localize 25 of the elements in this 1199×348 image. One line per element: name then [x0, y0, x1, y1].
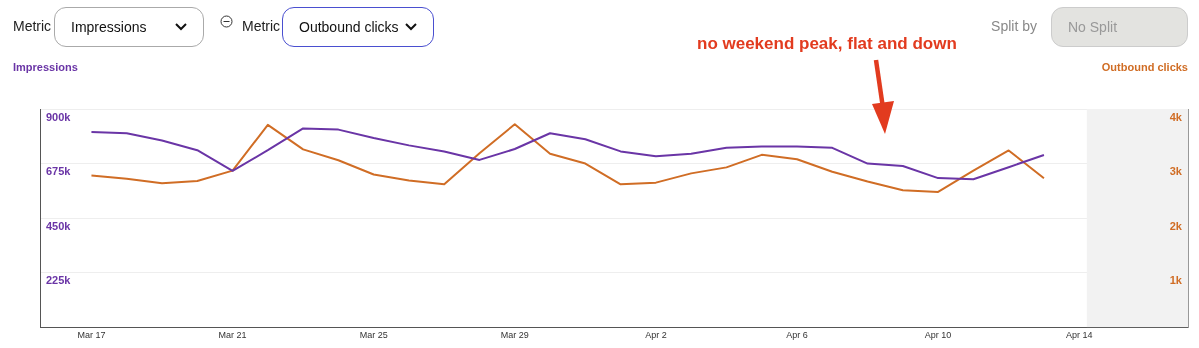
y-axis-title: Impressions [13, 61, 78, 73]
x-tick-label: Mar 25 [359, 330, 388, 341]
y2-tick-label: 3k [1169, 165, 1183, 178]
x-tick-label: Mar 29 [500, 330, 529, 341]
y2-tick-label: 2k [1169, 219, 1183, 232]
y-tick-label: 675k [46, 165, 72, 178]
x-tick-label: Mar 17 [77, 330, 106, 341]
y-tick-label: 225k [46, 274, 72, 287]
x-tick-label: Apr 6 [786, 330, 808, 341]
x-tick-label: Apr 14 [1065, 330, 1093, 341]
y-tick-label: 900k [46, 110, 72, 123]
x-tick-label: Apr 2 [645, 330, 667, 341]
text: no weekend peak, flat and down [697, 34, 957, 54]
dropdown-field: Outbound clicks [282, 7, 434, 47]
text: Metric [242, 18, 281, 34]
text: Split by [991, 18, 1037, 34]
y-tick-label: 450k [46, 219, 72, 232]
y2-tick-label: 4k [1169, 110, 1183, 123]
y2-tick-label: 1k [1169, 274, 1183, 287]
x-tick-label: Apr 10 [924, 330, 952, 341]
dropdown-field: Impressions [54, 7, 204, 47]
x-tick-label: Mar 21 [218, 330, 247, 341]
text: Metric [13, 18, 52, 34]
y2-axis-title: Outbound clicks [1101, 61, 1188, 73]
disabled-field: No Split [1051, 7, 1188, 47]
